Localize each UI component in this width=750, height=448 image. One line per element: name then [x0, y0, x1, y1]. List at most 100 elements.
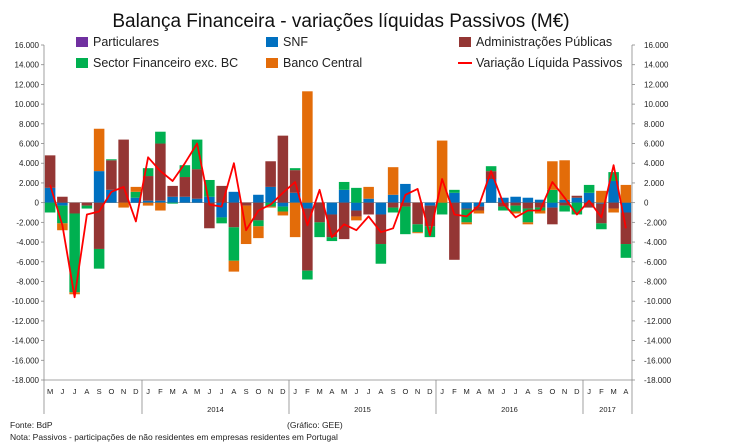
- bar-snf-38: [510, 196, 521, 203]
- legend-label: Sector Financeiro exc. BC: [93, 56, 238, 70]
- bar-sector-financeiro-exc-bc-46: [608, 172, 619, 181]
- bar-banco-central-39: [522, 222, 534, 225]
- bar-administra-es-p-blicas-33: [449, 202, 460, 260]
- bar-snf-21: [302, 202, 313, 209]
- bar-administra-es-p-blicas-21: [302, 208, 313, 271]
- bar-snf-7: [130, 197, 142, 203]
- bar-sector-financeiro-exc-bc-23: [326, 237, 338, 242]
- legend-swatch: [459, 37, 471, 47]
- bar-snf-23: [326, 202, 338, 215]
- bar-administra-es-p-blicas-27: [375, 214, 387, 245]
- legend-swatch: [76, 58, 88, 68]
- month-label: F: [158, 387, 163, 396]
- bar-administra-es-p-blicas-14: [216, 185, 227, 203]
- bar-sector-financeiro-exc-bc-24: [338, 181, 350, 190]
- month-label: F: [599, 387, 604, 396]
- y-tick-label-left: -6.000: [16, 258, 39, 267]
- bar-snf-45: [596, 202, 607, 204]
- bar-sector-financeiro-exc-bc-47: [620, 244, 632, 258]
- month-label: M: [47, 387, 53, 396]
- bar-snf-14: [216, 202, 227, 218]
- bar-administra-es-p-blicas-30: [412, 202, 423, 225]
- month-label: D: [574, 387, 580, 396]
- y-tick-label-left: -12.000: [12, 317, 40, 326]
- bar-administra-es-p-blicas-29: [400, 202, 411, 207]
- bar-snf-33: [449, 192, 460, 203]
- bar-snf-17: [253, 194, 264, 203]
- bar-banco-central-18: [265, 206, 276, 208]
- bar-banco-central-28: [387, 167, 399, 195]
- y-tick-label-left: -4.000: [16, 238, 39, 247]
- month-label: J: [146, 387, 150, 396]
- bar-snf-39: [522, 197, 534, 203]
- legend: Particulares SNF Administrações Públicas Se…: [76, 35, 622, 70]
- month-label: M: [488, 387, 494, 396]
- bar-administra-es-p-blicas-31: [424, 205, 436, 227]
- month-label: J: [502, 387, 506, 396]
- bar-banco-central-9: [155, 202, 166, 211]
- bar-administra-es-p-blicas-42: [559, 202, 570, 206]
- bar-administra-es-p-blicas-40: [534, 202, 546, 208]
- bar-snf-12: [191, 198, 203, 203]
- bar-snf-19: [277, 202, 289, 207]
- bar-administra-es-p-blicas-44: [583, 202, 595, 208]
- y-tick-label-right: 10.000: [644, 100, 669, 109]
- month-label: J: [208, 387, 212, 396]
- bar-sector-financeiro-exc-bc-19: [277, 206, 289, 212]
- month-label: A: [329, 387, 334, 396]
- month-label: J: [220, 387, 224, 396]
- month-label: N: [268, 387, 273, 396]
- bar-sector-financeiro-exc-bc-21: [302, 270, 313, 280]
- bar-sector-financeiro-exc-bc-14: [216, 217, 227, 224]
- bar-administra-es-p-blicas-15: [228, 202, 240, 228]
- month-label: S: [538, 387, 543, 396]
- month-label: S: [244, 387, 249, 396]
- month-label: N: [415, 387, 420, 396]
- bar-banco-central-26: [363, 186, 374, 199]
- bar-sector-financeiro-exc-bc-7: [130, 191, 142, 198]
- month-label: A: [84, 387, 89, 396]
- legend-label: Variação Líquida Passivos: [476, 56, 622, 70]
- bar-banco-central-45: [596, 190, 607, 203]
- y-tick-label-right: 2.000: [644, 179, 665, 188]
- bar-banco-central-4: [93, 128, 105, 172]
- bar-banco-central-47: [620, 184, 632, 203]
- bar-sector-financeiro-exc-bc-36: [485, 166, 497, 172]
- legend-swatch: [266, 37, 278, 47]
- month-label: J: [514, 387, 518, 396]
- bar-administra-es-p-blicas-43: [571, 195, 583, 198]
- bar-sector-financeiro-exc-bc-41: [547, 189, 558, 203]
- bar-administra-es-p-blicas-38: [510, 202, 521, 206]
- bar-banco-central-19: [277, 211, 289, 216]
- month-label: S: [391, 387, 396, 396]
- bar-banco-central-6: [118, 202, 129, 208]
- y-tick-label-right: -18.000: [644, 376, 672, 385]
- month-label: M: [170, 387, 176, 396]
- bar-snf-18: [265, 186, 276, 203]
- bar-banco-central-30: [412, 232, 423, 234]
- bar-administra-es-p-blicas-23: [326, 214, 338, 238]
- bar-sector-financeiro-exc-bc-27: [375, 244, 387, 264]
- bar-snf-0: [44, 187, 56, 203]
- bar-snf-37: [498, 197, 509, 203]
- month-label: O: [108, 387, 114, 396]
- y-tick-label-right: -2.000: [644, 218, 667, 227]
- bar-snf-40: [534, 199, 546, 203]
- month-label: M: [194, 387, 200, 396]
- bar-administra-es-p-blicas-13: [204, 202, 215, 229]
- bar-administra-es-p-blicas-22: [314, 202, 325, 223]
- y-tick-label-left: 8.000: [19, 120, 40, 129]
- graph-credit: (Gráfico: GEE): [287, 420, 343, 430]
- bar-banco-central-32: [436, 140, 448, 203]
- month-label: S: [97, 387, 102, 396]
- bar-administra-es-p-blicas-16: [240, 202, 252, 206]
- bar-snf-28: [387, 194, 399, 203]
- month-label: D: [427, 387, 433, 396]
- month-label: N: [562, 387, 567, 396]
- legend-label: Banco Central: [283, 56, 362, 70]
- bar-administra-es-p-blicas-18: [265, 161, 276, 187]
- y-tick-label-right: -12.000: [644, 317, 672, 326]
- footnote: Nota: Passivos - participações de não re…: [10, 432, 338, 442]
- bar-snf-44: [583, 192, 595, 203]
